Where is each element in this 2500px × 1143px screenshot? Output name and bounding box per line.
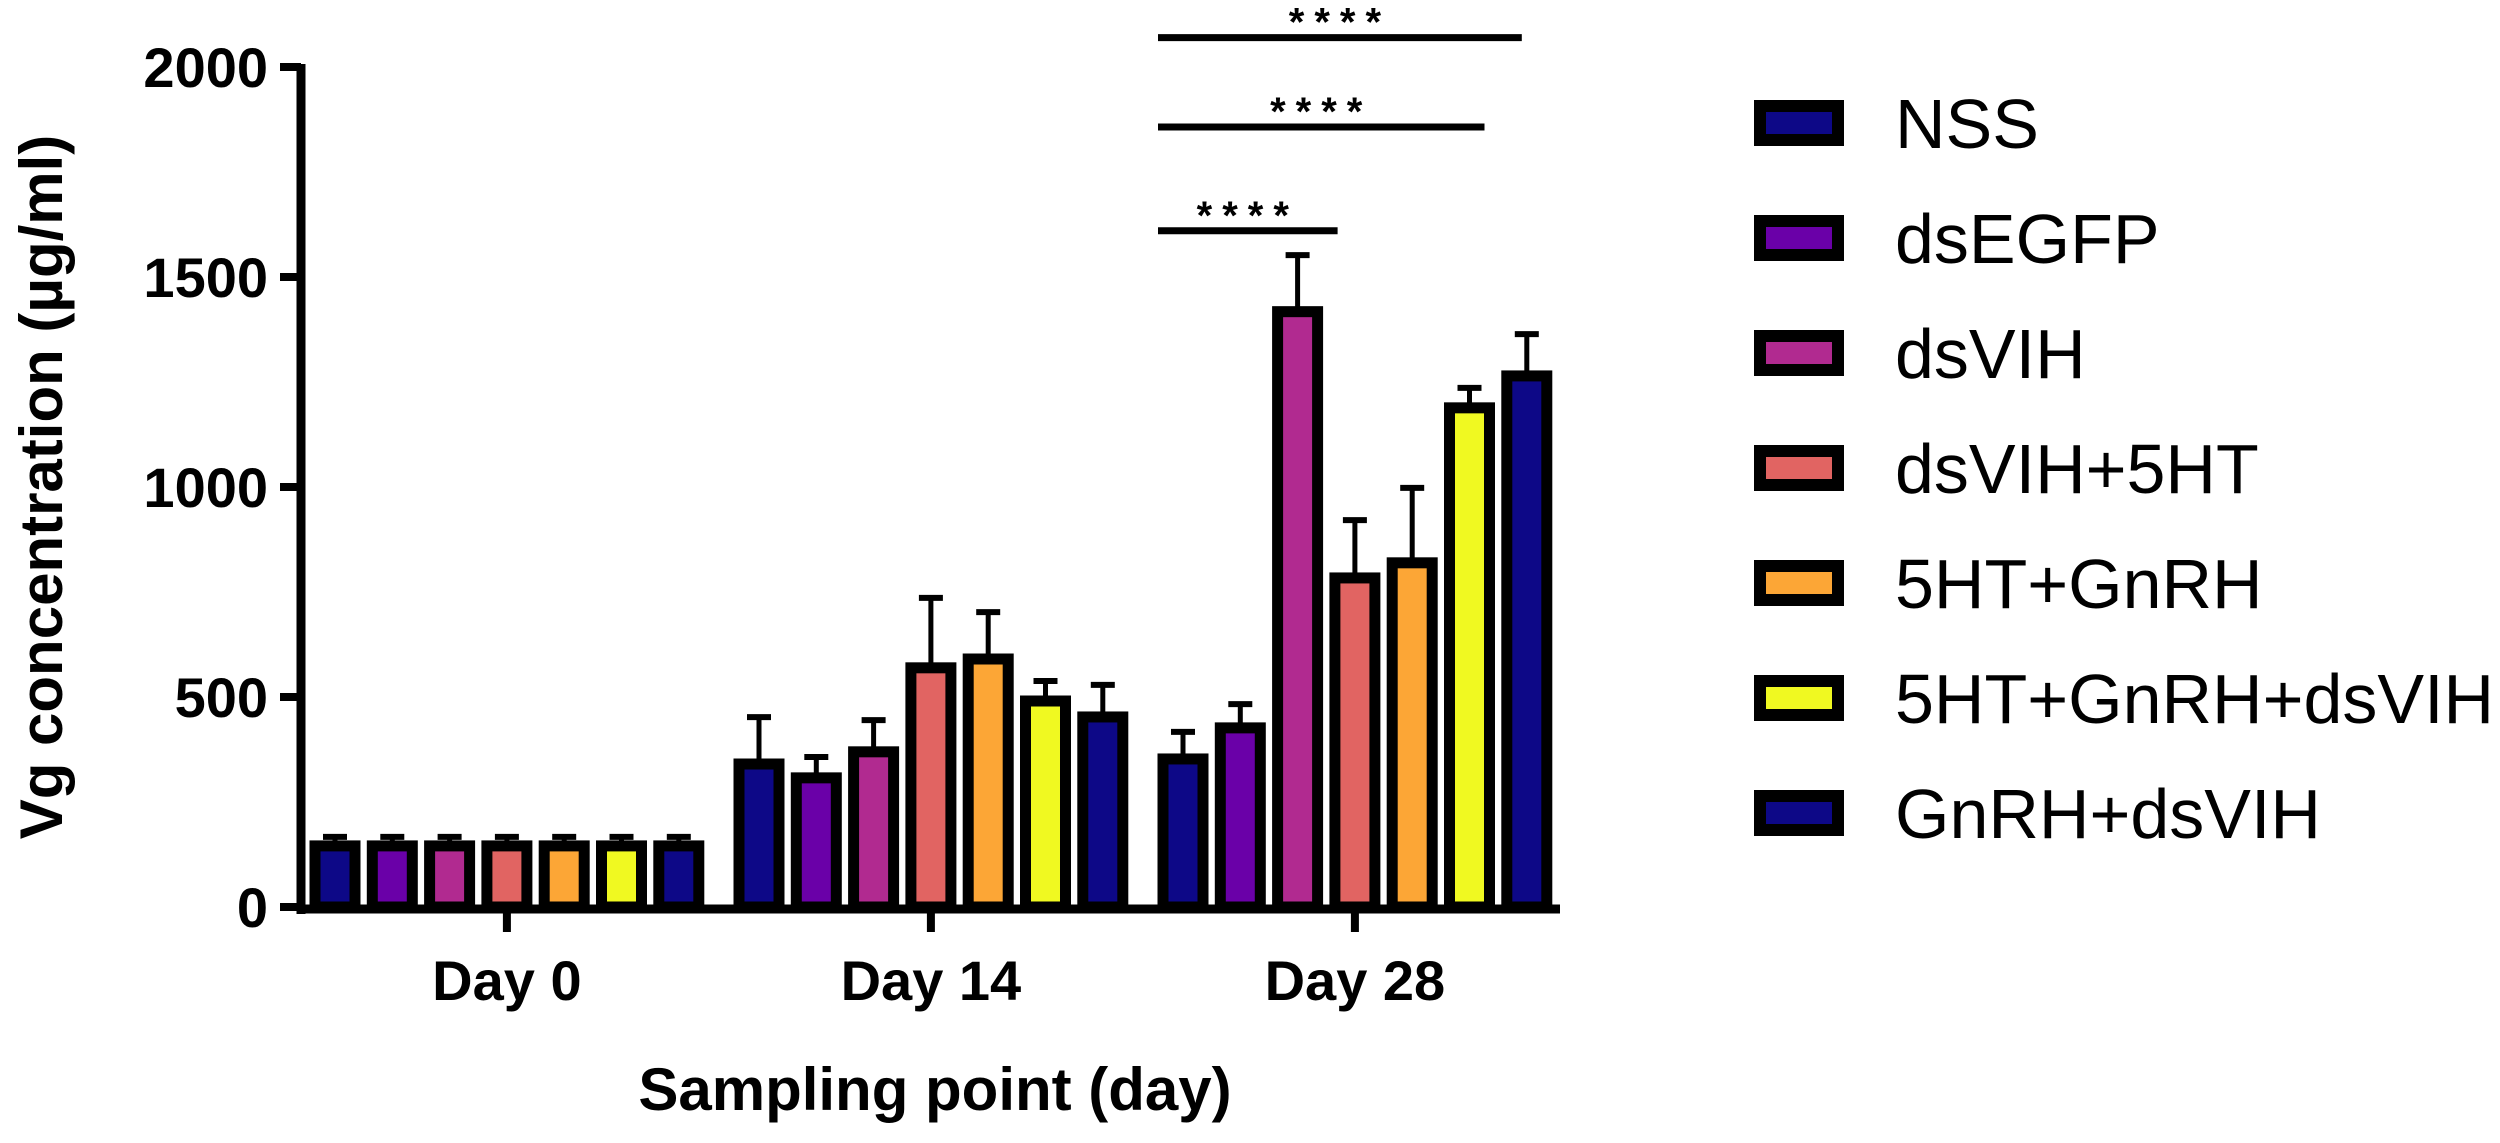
bar-dsegfp-day-14 [790,772,842,913]
legend-swatch [1754,330,1844,376]
bar-5ht-gnrh-dsvih-day-0 [596,840,647,913]
bar-dsvih-day-14 [848,746,900,913]
legend-swatch [1754,675,1844,721]
bar-5ht-gnrh-dsvih-day-14 [1020,695,1071,913]
y-tick-label: 0 [237,876,268,939]
legend-swatch [1754,100,1844,146]
bar-nss-day-14 [733,758,785,913]
x-axis-title: Sampling point (day) [638,1056,1231,1123]
legend: NSS dsEGFP dsVIH dsVIH+5HT 5HT+GnRH 5HT+GnRH+… [1754,85,2494,853]
y-tick-label: 1500 [143,246,268,309]
bar-dsvih-day-0 [424,840,476,913]
significance-stars: **** [1289,1,1391,45]
significance-annotations: **** **** **** [1158,1,1522,238]
x-tick-label: Day 0 [432,949,581,1012]
bar-5ht-gnrh-day-0 [538,840,590,913]
legend-swatch [1754,215,1844,261]
bar-gnrh-dsvih-day-28 [1501,370,1553,913]
bar-nss-day-28 [1157,753,1209,913]
bar-dsegfp-day-0 [366,840,418,913]
x-tick-label: Day 14 [841,949,1022,1012]
y-tick-label: 2000 [143,36,268,99]
bar-dsvih-5ht-day-28 [1329,572,1381,913]
bar-dsegfp-day-28 [1214,722,1266,913]
bar-5ht-gnrh-day-28 [1386,557,1438,913]
bar-5ht-gnrh-dsvih-day-28 [1444,402,1495,913]
y-tick-label: 500 [175,666,268,729]
bar-dsvih-5ht-day-0 [481,840,533,913]
legend-label: NSS [1895,85,2039,163]
bar-gnrh-dsvih-day-0 [653,840,705,913]
legend-label: dsVIH+5HT [1895,430,2259,508]
legend-label: dsEGFP [1895,200,2160,278]
bar-dsvih-day-28 [1272,306,1324,913]
bar-dsvih-5ht-day-14 [905,662,957,913]
legend-swatch [1754,445,1844,491]
bar-gnrh-dsvih-day-14 [1077,711,1129,913]
bar-nss-day-0 [309,840,361,913]
significance-stars: **** [1197,194,1299,238]
legend-label: dsVIH [1895,315,2086,393]
y-axis-title: Vg concentration (µg/ml) [8,135,75,840]
bar-5ht-gnrh-day-14 [962,653,1014,913]
legend-swatch [1754,790,1844,836]
y-ticks: 0 500 1000 1500 2000 [143,36,301,939]
significance-stars: **** [1270,90,1372,134]
legend-label: 5HT+GnRH+dsVIH [1895,660,2494,738]
x-ticks: Day 0 Day 14 Day 28 [432,909,1445,1012]
legend-label: GnRH+dsVIH [1895,775,2321,853]
legend-label: 5HT+GnRH [1895,545,2263,623]
y-tick-label: 1000 [143,456,268,519]
bars-layer [309,252,1553,913]
x-tick-label: Day 28 [1265,949,1446,1012]
legend-swatch [1754,560,1844,606]
